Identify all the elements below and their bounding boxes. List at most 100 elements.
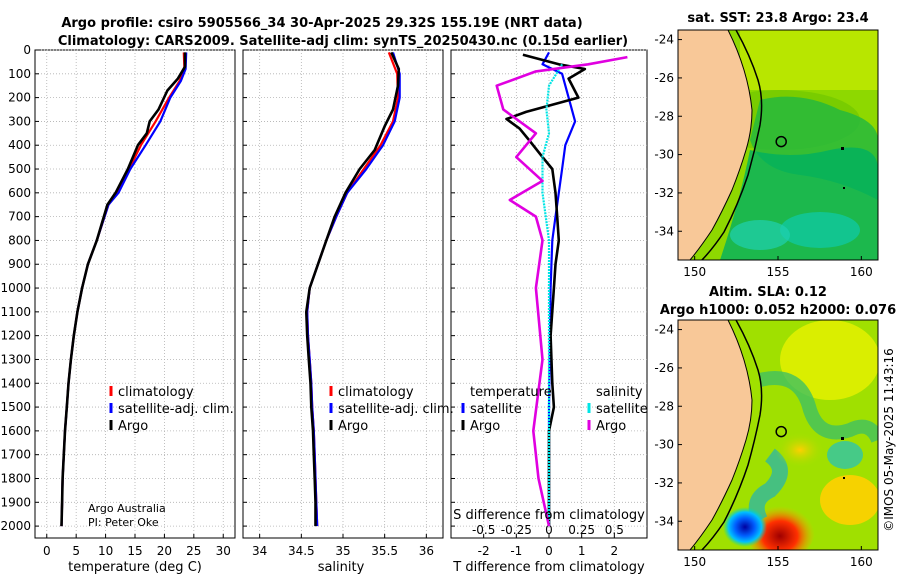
ticklabel-s-4: 0.5 [605,523,624,537]
sla-map [678,320,878,550]
panel-grids [35,49,647,538]
sst-warm-north [740,30,878,90]
ticklabel-x-temp-3: 15 [127,544,142,558]
ticklabel-y-5: 500 [8,162,31,176]
credit-line1: Argo Australia [88,502,166,515]
ticklabel-y-0: 0 [23,43,31,57]
map-sla-xlabel-1: 155 [767,555,790,569]
ticklabel-y-14: 1400 [0,376,31,390]
ticklabel-x-diff-3: 1 [578,544,586,558]
ticklabel-y-18: 1800 [0,471,31,485]
series-diff-2 [541,63,564,527]
ticklabel-x-sal-3: 35.5 [371,544,398,558]
sla-cold-eddy [723,507,767,547]
map-sst-ylabel-5: -34 [654,224,674,238]
series-diff-3 [495,55,628,527]
legend3-temp-header: temperature [470,385,552,400]
ticklabel-y-19: 1900 [0,495,31,509]
series-diff-0 [541,51,577,527]
sst-shelf-contour [700,30,763,260]
imos-watermark: ©IMOS 05-May-2025 11:43:16 [882,348,896,532]
map-sla-ylabel-4: -32 [654,476,674,490]
ticklabel-x-temp-6: 30 [216,544,231,558]
profile-lines [60,51,628,527]
ticklabel-x-temp-4: 20 [157,544,172,558]
legend3-sal-header: salinity [596,385,643,400]
ticklabel-x-sal-0: 34 [252,544,267,558]
map-sla-ylabel-3: -30 [654,438,674,452]
sst-island-1 [841,147,844,150]
map-sst-ylabel-0: -24 [654,33,674,47]
map-sst-ylabel-2: -28 [654,109,674,123]
salinity-legend: climatology satellite-adj. clim. Argo [329,385,454,434]
difference-legend: temperature salinity satellite Argo sate… [461,385,648,434]
ticklabel-x-diff-1: -1 [510,544,522,558]
map-sst-ylabel-4: -32 [654,186,674,200]
ticklabel-y-12: 1200 [0,329,31,343]
ticklabel-y-8: 800 [8,233,31,247]
sla-green-ridge [758,371,878,444]
legend2-clim-label: climatology [338,385,414,400]
map-sst-xlabel-1: 155 [767,265,790,279]
ticklabel-y-1: 100 [8,67,31,81]
ticklabel-y-6: 600 [8,186,31,200]
legend3-ssat-label: satellite [596,402,648,417]
ticklabel-x-diff-0: -2 [478,544,490,558]
ticklabel-x-temp-1: 5 [72,544,80,558]
sla-coastline [689,320,753,550]
map-sla-xlabel-0: 150 [683,555,706,569]
ticklabel-y-4: 400 [8,138,31,152]
map-sst-ylabel-3: -30 [654,148,674,162]
ticklabel-y-3: 300 [8,114,31,128]
ticklabel-s-2: 0 [545,523,553,537]
ticklabel-x-diff-2: 0 [545,544,553,558]
legend-sat-label: satellite-adj. clim. [118,402,234,417]
map-sla-xlabel-2: 160 [850,555,873,569]
sla-island-1 [841,437,844,440]
sla-high-north [780,320,878,400]
map-sla-ylabel-2: -28 [654,399,674,413]
legend3-sargo-label: Argo [596,419,626,434]
ticklabel-y-9: 900 [8,257,31,271]
map-sst-ylabel-1: -26 [654,71,674,85]
sla-land [678,320,752,550]
sla-cyan-ridge [748,448,788,524]
sst-land [678,30,752,260]
legend2-sat-label: satellite-adj. clim. [338,402,454,417]
ticklabel-s-0: -0.5 [472,523,495,537]
ticklabel-y-13: 1300 [0,352,31,366]
ticklabel-x-sal-1: 34.5 [288,544,315,558]
panel-ticks: 0 5 10 15 20 25 300100200300400500600700800900… [0,43,623,558]
sla-title-2: Argo h1000: 0.052 h2000: 0.076 [660,303,896,318]
series-temp-2 [60,52,187,527]
map-sst-xlabel-0: 150 [683,265,706,279]
sla-yellow-patch [775,432,825,468]
sst-title: sat. SST: 23.8 Argo: 23.4 [687,11,868,26]
ticklabel-y-17: 1700 [0,448,31,462]
map-sla-ylabel-0: -24 [654,323,674,337]
sla-island-2 [843,477,845,479]
sst-cyan-patch2 [730,220,790,250]
ticklabel-x-temp-0: 0 [43,544,51,558]
temperature-legend: climatology satellite-adj. clim. Argo [109,385,234,434]
map-sla-ylabel-1: -26 [654,361,674,375]
sla-cyan-eddy [827,441,863,469]
legend3-targo-label: Argo [470,419,500,434]
sla-high-east [820,475,878,525]
ticklabel-y-10: 1000 [0,281,31,295]
title-line1: Argo profile: csiro 5905566_34 30-Apr-20… [61,16,582,31]
sla-ticks: 150 155 160 -24 -26 -28 -30 -32 -34 [654,323,872,569]
sst-argo-marker [775,135,787,148]
sla-shelf-contour [700,320,763,550]
tdiff-xlabel: T difference from climatology [452,560,645,575]
ticklabel-x-temp-5: 25 [186,544,201,558]
legend-clim-label: climatology [118,385,194,400]
sdiff-xlabel: S difference from climatology [453,508,645,523]
sst-map [678,30,878,260]
title-line2: Climatology: CARS2009. Satellite-adj cli… [58,34,628,49]
sst-ticks: 150 155 160 -24 -26 -28 -30 -32 -34 [654,33,872,279]
ticklabel-s-1: -0.25 [501,523,532,537]
temperature-xlabel: temperature (deg C) [68,560,202,575]
legend-argo-label: Argo [118,419,148,434]
sst-coastline [689,30,753,260]
